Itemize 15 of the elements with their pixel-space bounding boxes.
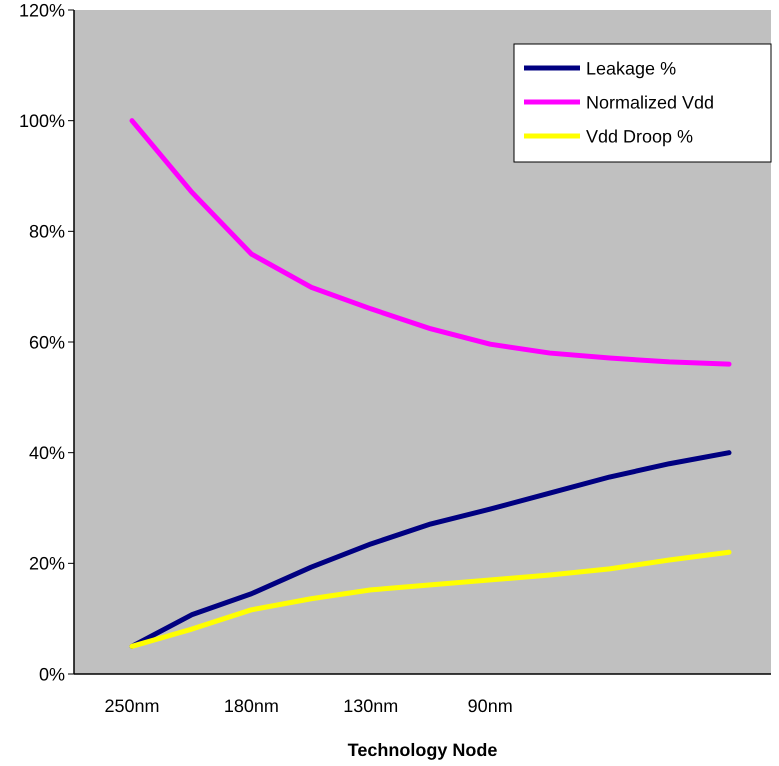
y-tick-label: 100% (18, 110, 65, 131)
y-tick-label: 40% (28, 442, 65, 463)
legend-label: Vdd Droop % (586, 126, 694, 146)
y-tick-label: 120% (18, 0, 65, 20)
legend-label: Normalized Vdd (586, 92, 714, 112)
x-tick-label: 250nm (104, 696, 160, 716)
x-tick-label: 130nm (343, 696, 398, 716)
x-tick-label: 90nm (468, 696, 513, 716)
y-tick-label: 60% (28, 332, 65, 352)
y-tick-label: 20% (28, 554, 65, 574)
legend-label: Leakage % (586, 58, 676, 78)
y-tick-label: 80% (28, 222, 65, 242)
x-axis-title: Technology Node (348, 740, 498, 760)
x-tick-label: 180nm (224, 696, 279, 716)
y-tick-label: 0% (38, 664, 65, 684)
